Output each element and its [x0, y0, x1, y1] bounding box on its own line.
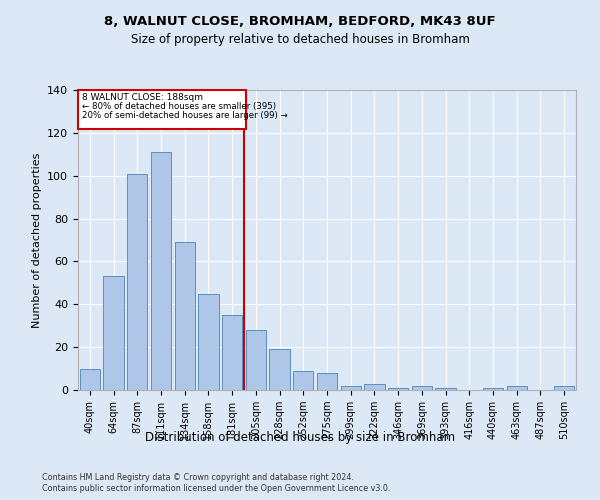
Bar	[341, 386, 361, 390]
Bar	[246, 330, 266, 390]
Text: 8, WALNUT CLOSE, BROMHAM, BEDFORD, MK43 8UF: 8, WALNUT CLOSE, BROMHAM, BEDFORD, MK43 …	[104, 15, 496, 28]
Bar	[364, 384, 385, 390]
Bar	[483, 388, 503, 390]
Bar	[80, 368, 100, 390]
Bar	[269, 350, 290, 390]
Bar	[222, 315, 242, 390]
Bar	[199, 294, 218, 390]
Bar	[175, 242, 195, 390]
Text: Distribution of detached houses by size in Bromham: Distribution of detached houses by size …	[145, 431, 455, 444]
Text: ← 80% of detached houses are smaller (395): ← 80% of detached houses are smaller (39…	[82, 102, 275, 111]
Text: Size of property relative to detached houses in Bromham: Size of property relative to detached ho…	[131, 32, 469, 46]
Bar	[317, 373, 337, 390]
Bar	[436, 388, 455, 390]
Text: Contains public sector information licensed under the Open Government Licence v3: Contains public sector information licen…	[42, 484, 391, 493]
Bar	[293, 370, 313, 390]
Bar	[151, 152, 171, 390]
Text: 8 WALNUT CLOSE: 188sqm: 8 WALNUT CLOSE: 188sqm	[82, 92, 203, 102]
Bar	[127, 174, 148, 390]
Bar	[412, 386, 432, 390]
Y-axis label: Number of detached properties: Number of detached properties	[32, 152, 41, 328]
Text: Contains HM Land Registry data © Crown copyright and database right 2024.: Contains HM Land Registry data © Crown c…	[42, 472, 354, 482]
Bar	[388, 388, 408, 390]
FancyBboxPatch shape	[78, 90, 247, 128]
Bar	[506, 386, 527, 390]
Bar	[554, 386, 574, 390]
Bar	[103, 276, 124, 390]
Text: 20% of semi-detached houses are larger (99) →: 20% of semi-detached houses are larger (…	[82, 111, 287, 120]
